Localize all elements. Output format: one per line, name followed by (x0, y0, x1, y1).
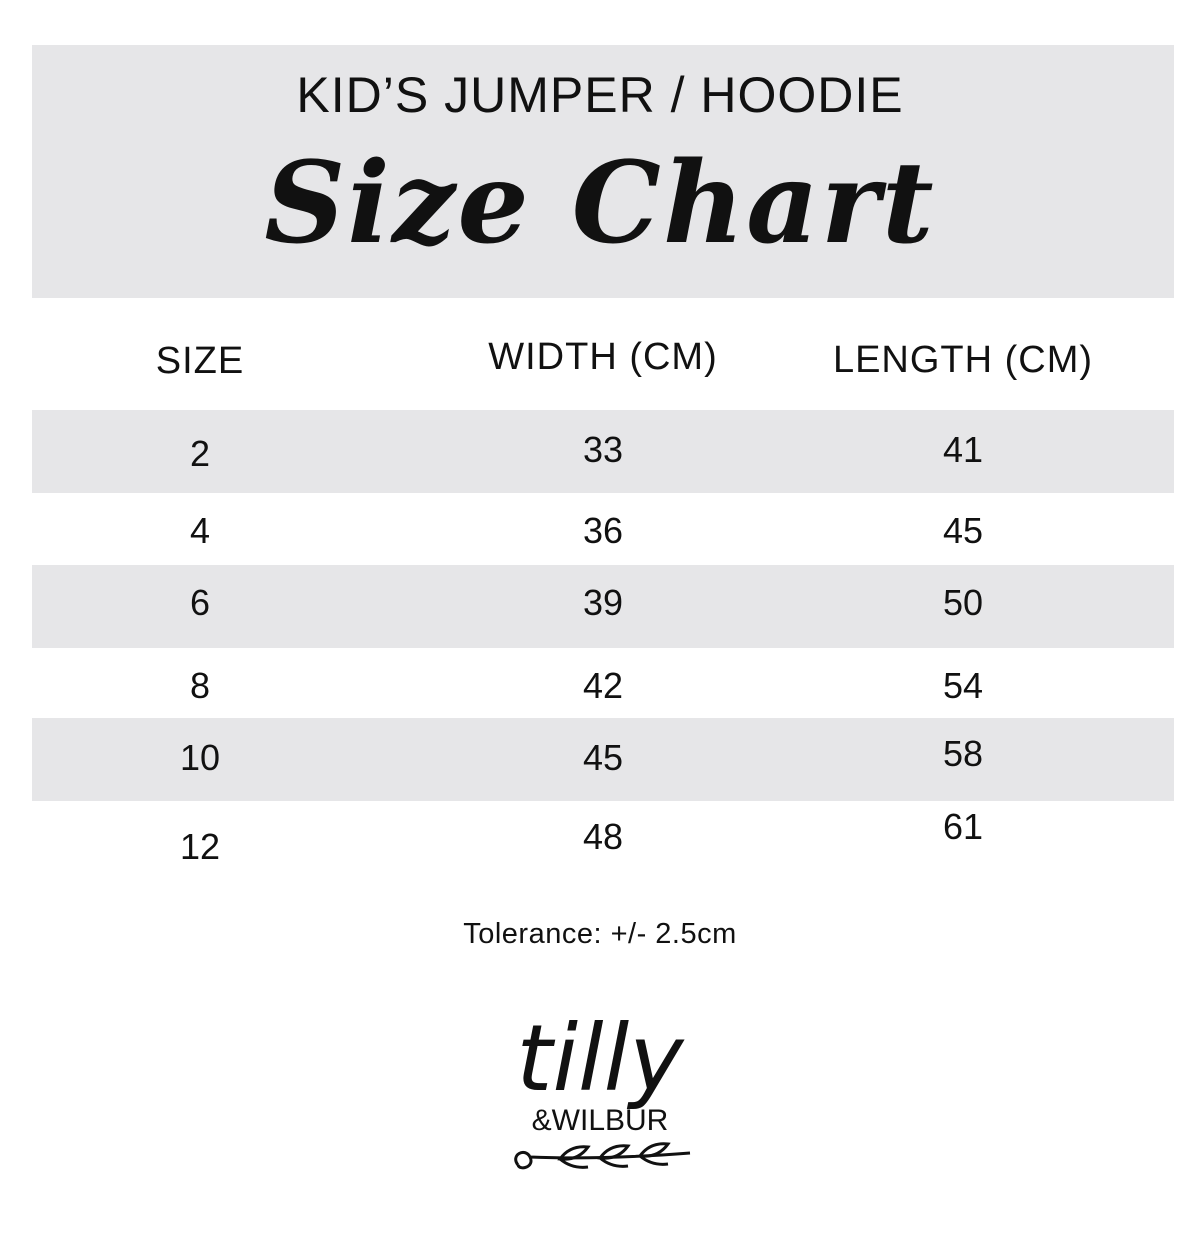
table-row (32, 410, 1174, 493)
logo-text-tilly: tilly (516, 1005, 685, 1112)
cell-length: 45 (942, 510, 984, 551)
cell-size: 6 (189, 582, 211, 623)
table-row (32, 565, 1174, 648)
leaf-branch-icon (514, 1142, 691, 1170)
tolerance-note: Tolerance: +/- 2.5cm (463, 918, 737, 950)
subtitle: KID’S JUMPER / HOODIE (296, 67, 904, 123)
cell-length: 41 (942, 429, 984, 470)
cell-width: 48 (582, 816, 624, 857)
cell-size: 12 (179, 826, 221, 867)
page-title: Size Chart (264, 138, 936, 269)
brand-logo: tilly &WILBUR (514, 1005, 691, 1170)
column-header-length: LENGTH (CM) (832, 339, 1094, 381)
logo-text-wilbur: &WILBUR (532, 1104, 669, 1137)
column-header-width: WIDTH (CM) (488, 336, 718, 378)
cell-width: 39 (582, 582, 624, 623)
cell-size: 4 (189, 510, 211, 551)
cell-length: 61 (942, 806, 984, 847)
cell-width: 36 (582, 510, 624, 551)
table-row (32, 718, 1174, 801)
cell-width: 33 (582, 429, 624, 470)
column-header-size: SIZE (155, 340, 245, 382)
cell-length: 50 (942, 582, 984, 623)
cell-width: 45 (582, 737, 624, 778)
header-banner (32, 45, 1174, 298)
cell-size: 2 (189, 433, 211, 474)
cell-length: 54 (942, 665, 984, 706)
cell-width: 42 (582, 665, 624, 706)
cell-size: 8 (189, 665, 211, 706)
cell-length: 58 (942, 733, 984, 774)
cell-size: 10 (179, 737, 221, 778)
